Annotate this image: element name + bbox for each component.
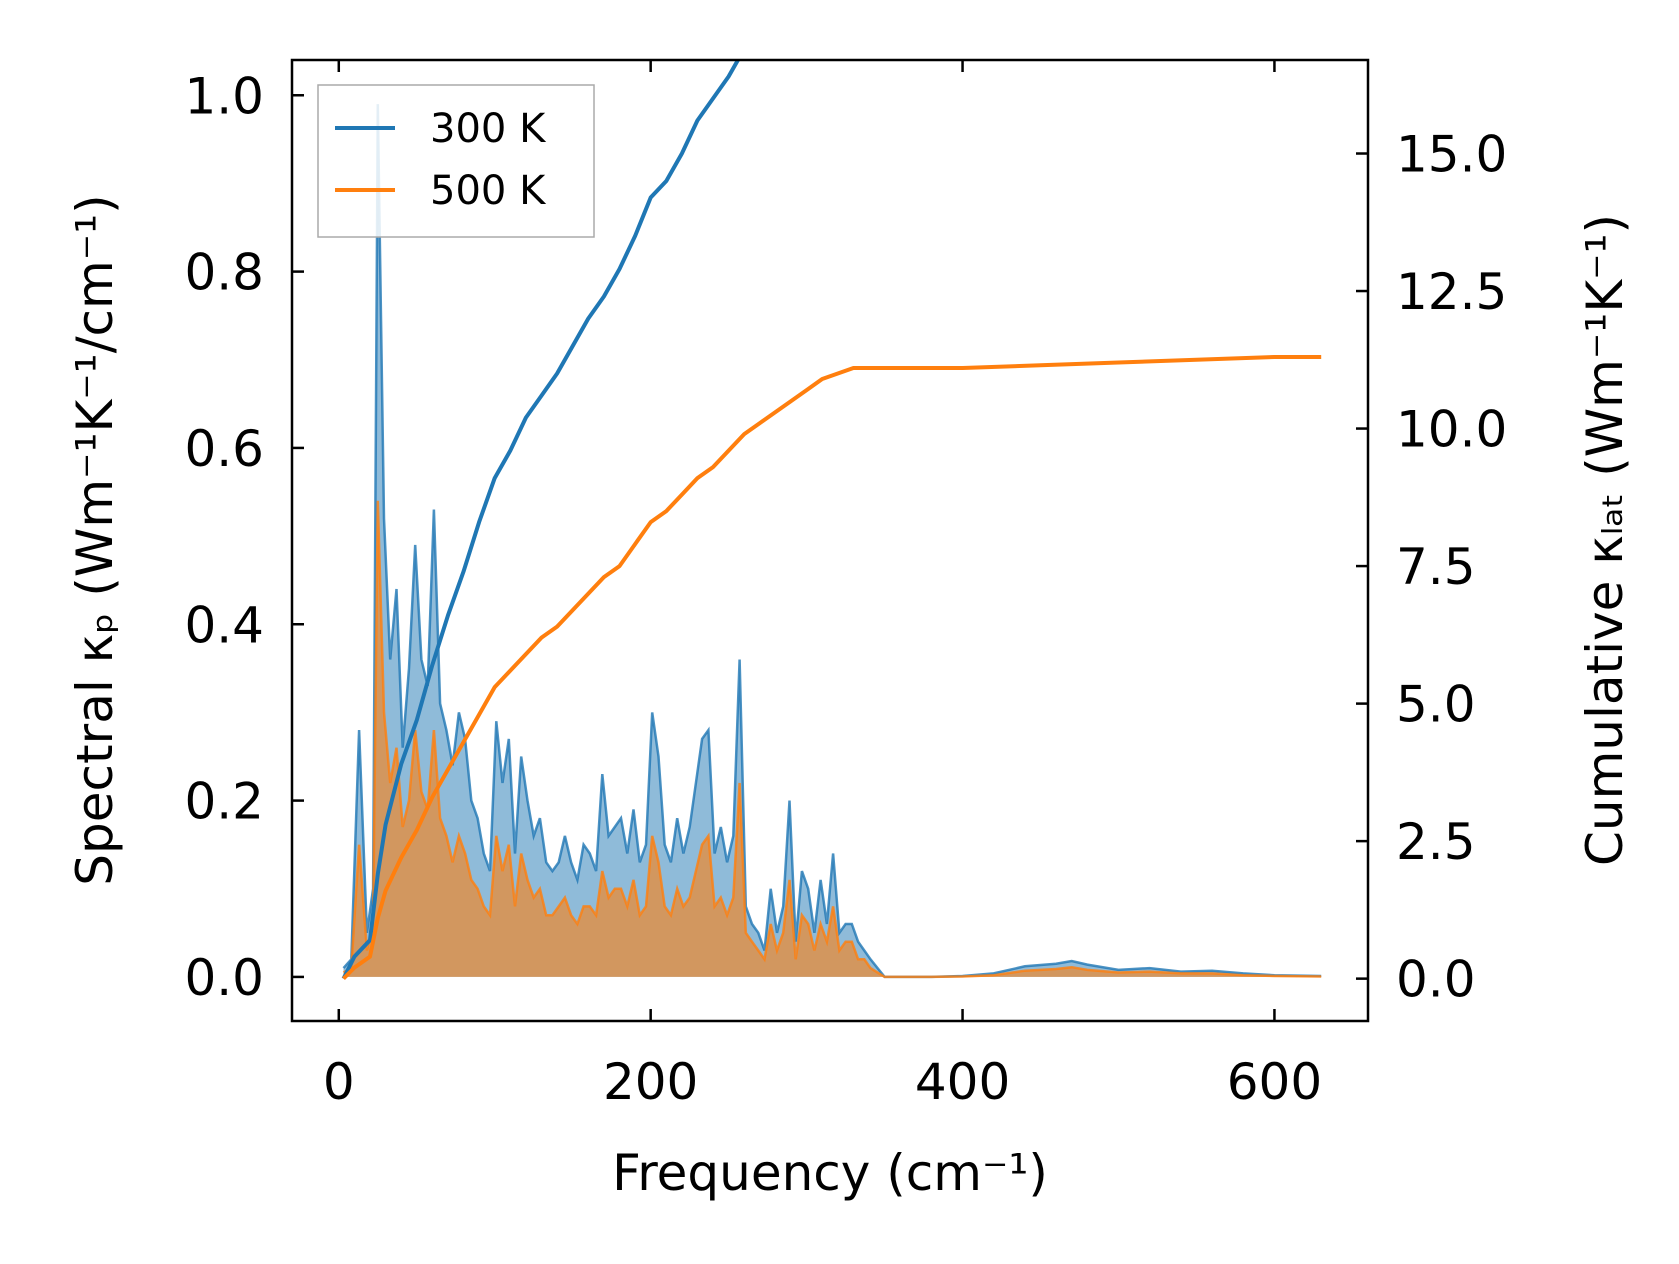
y-left-tick-label: 0.0: [184, 949, 264, 1007]
y-right-tick-label: 2.5: [1396, 813, 1476, 871]
y-left-tick-label: 0.6: [184, 420, 264, 478]
y-left-tick-label: 0.2: [184, 773, 264, 831]
x-tick-label: 0: [323, 1053, 355, 1111]
legend: 300 K 500 K: [317, 84, 595, 238]
x-tick-label: 400: [915, 1053, 1010, 1111]
y-right-tick-label: 7.5: [1396, 538, 1476, 596]
legend-label-500k: 500 K: [430, 168, 547, 214]
y-right-tick-label: 0.0: [1396, 951, 1476, 1009]
plot-frame: [290, 58, 1370, 1023]
cumulative-line-300k: [341, 60, 741, 980]
spectral-line-500k: [342, 500, 1322, 979]
spectral-area-layer: [342, 104, 1322, 979]
y-right-tick-label: 10.0: [1396, 401, 1507, 459]
y-left-tick-label: 1.0: [184, 67, 264, 125]
y-left-tick-label: 0.4: [184, 596, 264, 654]
x-tick-label: 200: [603, 1053, 698, 1111]
y-axis-left-title: Spectral κₚ (Wm⁻¹K⁻¹/cm⁻¹): [66, 194, 124, 885]
legend-label-300k: 300 K: [430, 106, 547, 152]
axis-ticks-layer: 0 200 400 600 0.0 0.2 0.4 0.6 0.8 1.0 0.0 2.5 5.0 7.5…: [184, 60, 1507, 1111]
y-axis-right-title: Cumulative κₗₐₜ (Wm⁻¹K⁻¹): [1576, 214, 1634, 866]
x-axis-title: Frequency (cm⁻¹): [612, 1144, 1048, 1202]
legend-box: [317, 84, 595, 238]
y-right-tick-label: 5.0: [1396, 676, 1476, 734]
y-right-tick-label: 15.0: [1396, 126, 1507, 184]
cumulative-line-500k: [342, 355, 1322, 981]
y-left-tick-label: 0.8: [184, 244, 264, 302]
x-tick-label: 600: [1227, 1053, 1322, 1111]
y-right-tick-label: 12.5: [1396, 263, 1507, 321]
spectral-area-500k: [343, 500, 1322, 977]
spectral-line-300k: [342, 104, 1322, 979]
cumulative-line-layer: [341, 60, 1322, 981]
